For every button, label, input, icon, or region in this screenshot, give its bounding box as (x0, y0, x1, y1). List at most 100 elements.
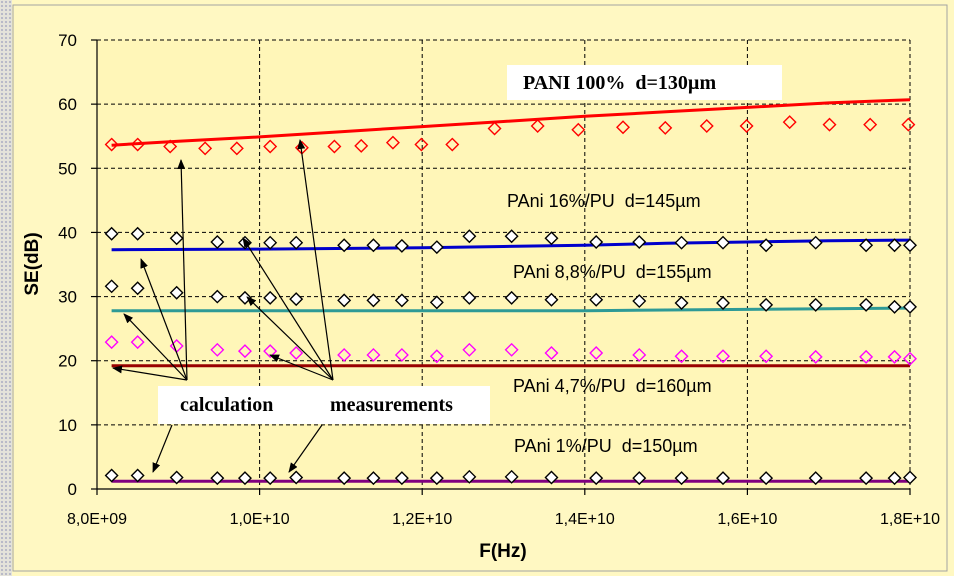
measurement-point-2 (366, 293, 381, 308)
measurement-point-3 (544, 346, 559, 361)
x-tick-label: 8,0E+09 (67, 511, 127, 528)
measurement-point-0 (487, 121, 502, 136)
measurement-point-0 (445, 137, 460, 152)
measurement-point-2 (674, 295, 689, 310)
measurement-point-1 (104, 226, 119, 241)
measurement-point-1 (394, 238, 409, 253)
calculation-label: calculation (180, 394, 273, 416)
x-tick-label: 1,4E+10 (555, 511, 615, 528)
measurement-point-4 (237, 471, 252, 486)
measurement-point-2 (169, 285, 184, 300)
calculation-arrow (112, 365, 188, 381)
measurement-point-2 (632, 294, 647, 309)
measurement-point-3 (589, 346, 604, 361)
measurement-point-4 (337, 471, 352, 486)
measurement-point-4 (759, 471, 774, 486)
measurement-point-0 (658, 120, 673, 135)
x-tick-label: 1,8E+10 (880, 511, 940, 528)
measurement-point-2 (130, 281, 145, 296)
measurement-point-0 (354, 138, 369, 153)
y-tick-label: 40 (58, 223, 77, 242)
measurement-point-2 (337, 293, 352, 308)
measurement-point-2 (462, 290, 477, 305)
measurement-point-2 (210, 289, 225, 304)
measurement-point-4 (716, 471, 730, 486)
calculation-line-1 (111, 238, 911, 252)
measurements-label: measurements (330, 394, 453, 416)
measurement-point-1 (759, 238, 774, 253)
measurement-point-1 (429, 240, 444, 255)
measurement-point-0 (822, 117, 837, 132)
measurement-point-3 (289, 346, 304, 361)
measurements-arrow (288, 424, 323, 473)
measurement-point-2 (903, 299, 917, 314)
measurements-arrow (246, 296, 334, 381)
measurement-point-1 (504, 229, 519, 244)
annotation-arrows (112, 139, 334, 473)
measurement-point-4 (903, 470, 917, 485)
measurement-point-4 (589, 471, 604, 486)
measurement-point-4 (632, 471, 647, 486)
measurement-point-2 (759, 297, 774, 312)
calculation-line-0 (111, 98, 911, 147)
measurement-point-2 (716, 295, 730, 310)
measurement-point-1 (289, 235, 304, 250)
measurement-point-4 (394, 471, 409, 486)
measurement-point-1 (210, 235, 225, 250)
measurement-point-4 (366, 471, 381, 486)
calculation-line-2 (111, 306, 911, 313)
measurement-point-4 (808, 471, 823, 486)
measurement-point-0 (530, 118, 545, 133)
series-label-pani-16: PAni 16%/PU d=145µm (507, 191, 701, 211)
axes: 0 10 20 30 40 50 60 70 8,0E+09 1,0E+10 1,2E+10 1,4E… (58, 31, 940, 528)
series-label-pani-8-8: PAni 8,8%/PU d=155µm (513, 262, 712, 282)
measurement-point-4 (429, 471, 444, 486)
measurement-point-0 (104, 137, 119, 152)
measurement-point-4 (462, 469, 477, 484)
measurement-point-1 (263, 235, 278, 250)
measurement-point-3 (759, 349, 774, 364)
measurement-point-1 (589, 235, 604, 250)
measurement-point-3 (674, 349, 689, 364)
measurement-point-0 (263, 139, 278, 154)
measurement-point-0 (901, 117, 916, 132)
calculation-arrow (152, 424, 173, 473)
y-tick-label: 60 (58, 95, 77, 114)
measurement-point-4 (289, 470, 304, 485)
measurement-point-2 (429, 295, 444, 310)
measurement-point-2 (504, 290, 519, 305)
measurement-point-3 (104, 335, 119, 350)
measurement-point-2 (808, 297, 823, 312)
measurement-point-0 (616, 120, 631, 135)
measurement-point-4 (104, 468, 119, 483)
callout: calculation measurements (158, 386, 490, 424)
x-tick-label: 1,2E+10 (392, 511, 452, 528)
measurement-point-1 (859, 238, 874, 253)
calculation-arrow (177, 159, 188, 381)
measurement-point-3 (366, 347, 381, 362)
measurement-point-1 (337, 238, 352, 253)
measurement-point-4 (169, 470, 184, 485)
measurement-point-0 (571, 122, 586, 137)
measurement-point-1 (632, 235, 647, 250)
slide-side-strip (0, 0, 12, 576)
measurement-point-0 (385, 135, 400, 150)
measurement-point-0 (739, 118, 754, 133)
measurement-point-2 (263, 290, 278, 305)
measurement-point-1 (716, 235, 730, 250)
measurement-point-0 (327, 139, 342, 154)
measurement-point-1 (130, 226, 145, 241)
measurement-point-0 (414, 137, 429, 152)
series-label-pani-1: PAni 1%/PU d=150µm (514, 436, 698, 456)
measurement-point-0 (863, 117, 878, 132)
calculation-arrow (123, 313, 188, 381)
y-tick-label: 70 (58, 31, 77, 50)
measurement-point-0 (130, 137, 145, 152)
series-label-pani-100: PANI 100% d=130µm (523, 72, 716, 94)
measurement-point-3 (394, 347, 409, 362)
measurement-point-3 (887, 349, 902, 364)
measurement-point-4 (674, 471, 689, 486)
measurement-point-0 (229, 141, 244, 156)
measurement-point-2 (394, 293, 409, 308)
